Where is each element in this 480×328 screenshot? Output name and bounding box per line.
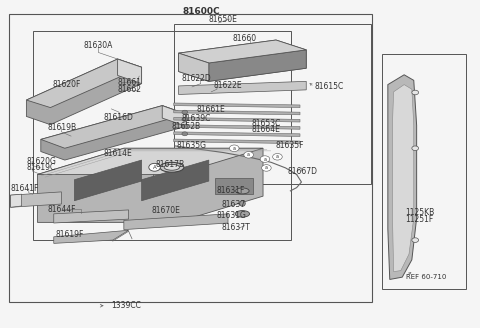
Text: 81631F: 81631F xyxy=(217,186,245,195)
Text: a: a xyxy=(247,152,250,157)
Text: 81644F: 81644F xyxy=(47,205,75,214)
Polygon shape xyxy=(142,160,209,201)
Text: 81620F: 81620F xyxy=(53,80,81,89)
Circle shape xyxy=(273,154,282,160)
Text: 81631G: 81631G xyxy=(217,211,247,220)
Polygon shape xyxy=(174,117,300,122)
Polygon shape xyxy=(174,132,300,136)
Polygon shape xyxy=(54,230,129,243)
Text: 81670E: 81670E xyxy=(151,206,180,215)
Bar xyxy=(153,151,182,178)
Text: 81619F: 81619F xyxy=(55,230,84,239)
Text: 81616D: 81616D xyxy=(103,113,133,122)
Bar xyxy=(382,54,466,289)
Bar xyxy=(174,24,371,184)
Polygon shape xyxy=(179,40,306,81)
Circle shape xyxy=(262,165,271,171)
Polygon shape xyxy=(37,148,263,222)
Polygon shape xyxy=(174,103,300,108)
Circle shape xyxy=(412,90,419,95)
Bar xyxy=(9,14,372,302)
Polygon shape xyxy=(174,110,300,115)
Text: 81622E: 81622E xyxy=(214,81,242,91)
Circle shape xyxy=(182,132,188,136)
Text: 81619C: 81619C xyxy=(26,163,56,173)
Text: 1339CC: 1339CC xyxy=(111,301,141,310)
Text: 81635G: 81635G xyxy=(177,141,206,151)
Circle shape xyxy=(244,152,253,158)
Text: REF 60-710: REF 60-710 xyxy=(406,274,446,280)
Text: 11251F: 11251F xyxy=(406,215,434,224)
Polygon shape xyxy=(215,178,253,194)
Ellipse shape xyxy=(160,162,184,172)
Text: 81637: 81637 xyxy=(222,199,246,209)
Polygon shape xyxy=(124,214,228,230)
Text: 81617B: 81617B xyxy=(156,160,185,169)
Text: 81615C: 81615C xyxy=(314,82,344,92)
Circle shape xyxy=(229,145,239,152)
Text: 81653C: 81653C xyxy=(252,118,281,128)
Polygon shape xyxy=(74,160,142,201)
Polygon shape xyxy=(209,50,306,81)
Text: a: a xyxy=(276,154,279,159)
Text: A: A xyxy=(153,165,156,170)
Circle shape xyxy=(412,238,419,242)
Text: 81641F: 81641F xyxy=(11,184,39,193)
Polygon shape xyxy=(179,40,306,63)
Text: a: a xyxy=(233,146,236,151)
Polygon shape xyxy=(393,85,414,272)
Text: 81620G: 81620G xyxy=(26,157,56,166)
Text: 81635F: 81635F xyxy=(276,141,304,151)
Polygon shape xyxy=(179,81,306,94)
Text: 1125KB: 1125KB xyxy=(406,208,435,217)
Ellipse shape xyxy=(235,211,250,217)
Polygon shape xyxy=(11,194,22,207)
Polygon shape xyxy=(54,210,129,223)
Circle shape xyxy=(182,125,188,129)
Circle shape xyxy=(149,163,160,171)
Text: 81661: 81661 xyxy=(118,78,142,87)
Text: 81614E: 81614E xyxy=(103,149,132,158)
Text: a: a xyxy=(264,156,266,162)
Text: a: a xyxy=(265,165,268,171)
Text: 81652B: 81652B xyxy=(172,122,201,131)
Polygon shape xyxy=(41,106,186,148)
Polygon shape xyxy=(179,53,209,81)
Polygon shape xyxy=(41,106,186,160)
Text: 81661E: 81661E xyxy=(197,105,226,114)
Polygon shape xyxy=(162,106,186,126)
Text: 81664E: 81664E xyxy=(252,125,281,134)
Polygon shape xyxy=(174,139,300,144)
Text: 81660: 81660 xyxy=(233,34,257,43)
Text: 81650E: 81650E xyxy=(209,14,238,24)
Ellipse shape xyxy=(236,188,249,194)
Polygon shape xyxy=(11,192,61,207)
Polygon shape xyxy=(174,125,300,129)
Text: 81662: 81662 xyxy=(118,85,142,94)
Circle shape xyxy=(412,146,419,151)
Text: 81600C: 81600C xyxy=(183,7,220,16)
Polygon shape xyxy=(26,59,142,108)
Polygon shape xyxy=(388,75,417,279)
Circle shape xyxy=(182,117,188,121)
Text: 81622D: 81622D xyxy=(181,73,211,83)
Ellipse shape xyxy=(164,164,180,170)
Text: 81619B: 81619B xyxy=(47,123,76,132)
Bar xyxy=(33,31,291,240)
Text: 81639C: 81639C xyxy=(181,114,211,123)
Text: 81667D: 81667D xyxy=(287,167,317,176)
Circle shape xyxy=(182,110,188,114)
Text: 81637T: 81637T xyxy=(222,223,251,233)
Polygon shape xyxy=(37,148,263,174)
Circle shape xyxy=(260,156,270,162)
Text: 81630A: 81630A xyxy=(84,41,113,50)
Polygon shape xyxy=(26,59,142,125)
Polygon shape xyxy=(118,59,142,84)
